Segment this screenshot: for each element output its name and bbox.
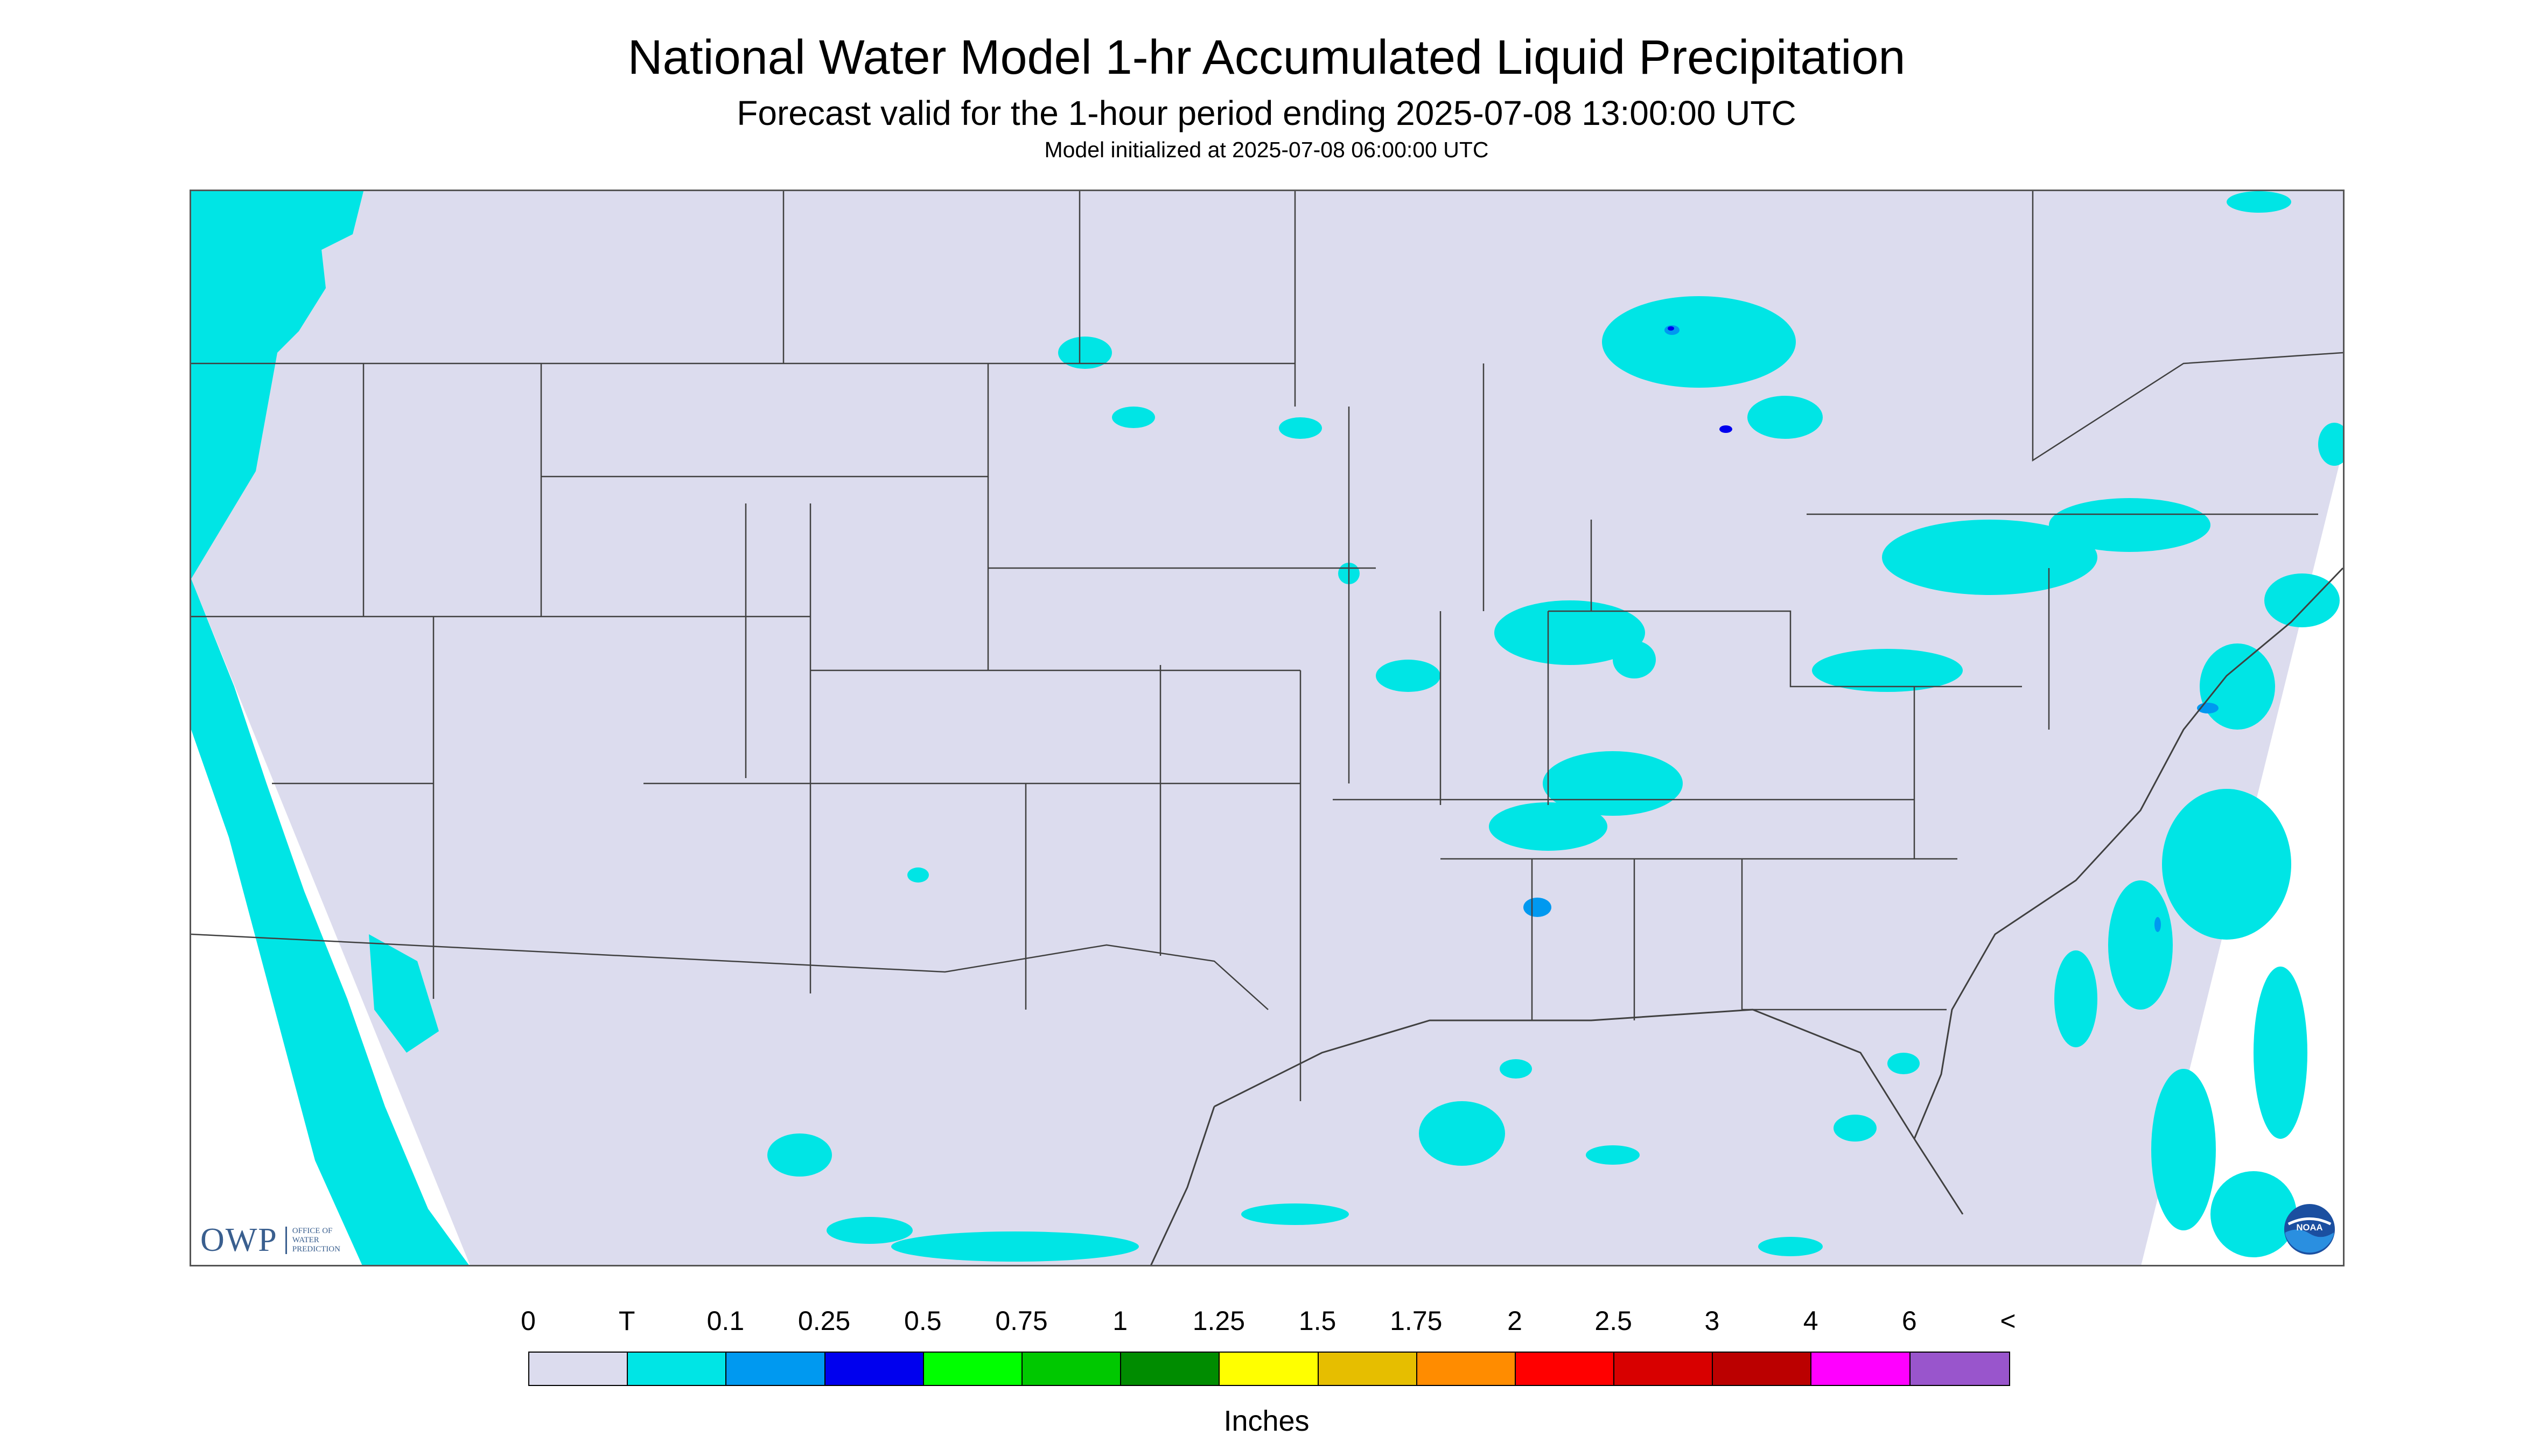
legend-color-swatch bbox=[1121, 1353, 1220, 1385]
precip-heavy bbox=[1668, 326, 1732, 433]
owp-logo-subtext: Office of Water Prediction bbox=[285, 1226, 340, 1255]
legend-color-swatch bbox=[923, 1353, 1023, 1385]
legend-tick-label: 0.5 bbox=[904, 1306, 942, 1336]
forecast-valid-subtitle: Forecast valid for the 1-hour period end… bbox=[737, 94, 1796, 132]
legend-units-label: Inches bbox=[1223, 1405, 1310, 1437]
legend-color-swatch bbox=[628, 1353, 727, 1385]
noaa-logo-icon: NOAA bbox=[2284, 1203, 2335, 1255]
legend-tick-label: 0.75 bbox=[995, 1306, 1048, 1336]
legend-tick-label: 3 bbox=[1704, 1306, 1720, 1336]
legend-color-swatch bbox=[529, 1353, 628, 1385]
legend-colorbar bbox=[528, 1352, 2010, 1386]
legend-tick-label: 4 bbox=[1803, 1306, 1818, 1336]
model-init-line: Model initialized at 2025-07-08 06:00:00… bbox=[1044, 137, 1489, 162]
map-canvas bbox=[191, 191, 2343, 1265]
precipitation-map bbox=[190, 190, 2345, 1266]
legend-tick-label: 6 bbox=[1901, 1306, 1917, 1336]
legend-tick-label: 0.1 bbox=[706, 1306, 745, 1336]
legend-color-swatch bbox=[1614, 1353, 1713, 1385]
state-borders bbox=[191, 191, 2343, 1101]
legend-tick-label: 2 bbox=[1507, 1306, 1522, 1336]
page-title: National Water Model 1-hr Accumulated Li… bbox=[627, 31, 1906, 85]
legend-color-swatch bbox=[1910, 1353, 2009, 1385]
legend-tick-label: 0.25 bbox=[797, 1306, 851, 1336]
legend-tick-label: 1.5 bbox=[1298, 1306, 1337, 1336]
owp-logo-text: OWP bbox=[200, 1222, 278, 1258]
legend-tick-labels: 0 T 0.1 0.25 0.5 0.75 1 1.25 1.5 1.75 2 2.5 3 4 6 < bbox=[0, 1305, 2533, 1338]
legend-color-swatch bbox=[1417, 1353, 1516, 1385]
owp-sub-line: Office of bbox=[292, 1226, 333, 1235]
coastlines bbox=[1150, 567, 2343, 1265]
legend-color-swatch bbox=[1713, 1353, 1812, 1385]
precip-coverage bbox=[191, 191, 2343, 1265]
legend-tick-label: T bbox=[618, 1306, 635, 1336]
legend-tick-label: 2.5 bbox=[1594, 1306, 1632, 1336]
owp-sub-line: Prediction bbox=[292, 1245, 340, 1254]
legend-tick-label: 1 bbox=[1112, 1306, 1128, 1336]
map-domain bbox=[191, 191, 2343, 1265]
noaa-logo-text: NOAA bbox=[2296, 1222, 2322, 1233]
legend-tick-label: 1.25 bbox=[1192, 1306, 1245, 1336]
legend-color-swatch bbox=[1220, 1353, 1319, 1385]
owp-sub-line: Water bbox=[292, 1235, 319, 1244]
owp-logo: OWP Office of Water Prediction bbox=[200, 1221, 340, 1259]
legend-tick-label: 1.75 bbox=[1390, 1306, 1443, 1336]
legend-color-swatch bbox=[726, 1353, 825, 1385]
legend-color-swatch bbox=[1811, 1353, 1911, 1385]
legend-color-swatch bbox=[825, 1353, 924, 1385]
legend-color-swatch bbox=[1022, 1353, 1122, 1385]
legend-color-swatch bbox=[1515, 1353, 1615, 1385]
legend-color-swatch bbox=[1318, 1353, 1417, 1385]
legend-tick-label: < bbox=[2000, 1306, 2016, 1336]
legend-tick-label: 0 bbox=[521, 1306, 536, 1336]
